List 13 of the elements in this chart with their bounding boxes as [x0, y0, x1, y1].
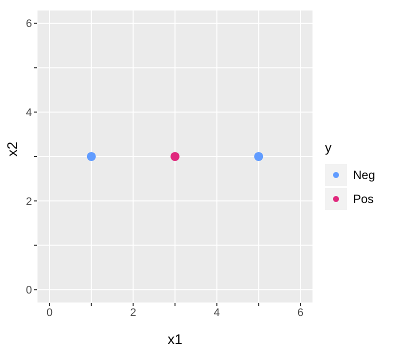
x-tick-label: 0 — [46, 306, 53, 319]
legend-title: y — [325, 140, 332, 154]
x-tick-label: 4 — [214, 306, 220, 319]
y-tick-label: 2 — [26, 196, 32, 208]
legend-label: Pos — [353, 192, 374, 206]
x-tick-label: 2 — [130, 306, 136, 319]
x-axis-title: x1 — [168, 331, 183, 347]
y-tick-label: 6 — [26, 18, 32, 30]
y-tick-label: 4 — [26, 107, 32, 120]
legend-label: Neg — [353, 168, 376, 182]
y-tick-label: 0 — [26, 284, 32, 297]
y-axis-title: x2 — [4, 142, 20, 156]
x-tick-label: 6 — [297, 306, 304, 319]
